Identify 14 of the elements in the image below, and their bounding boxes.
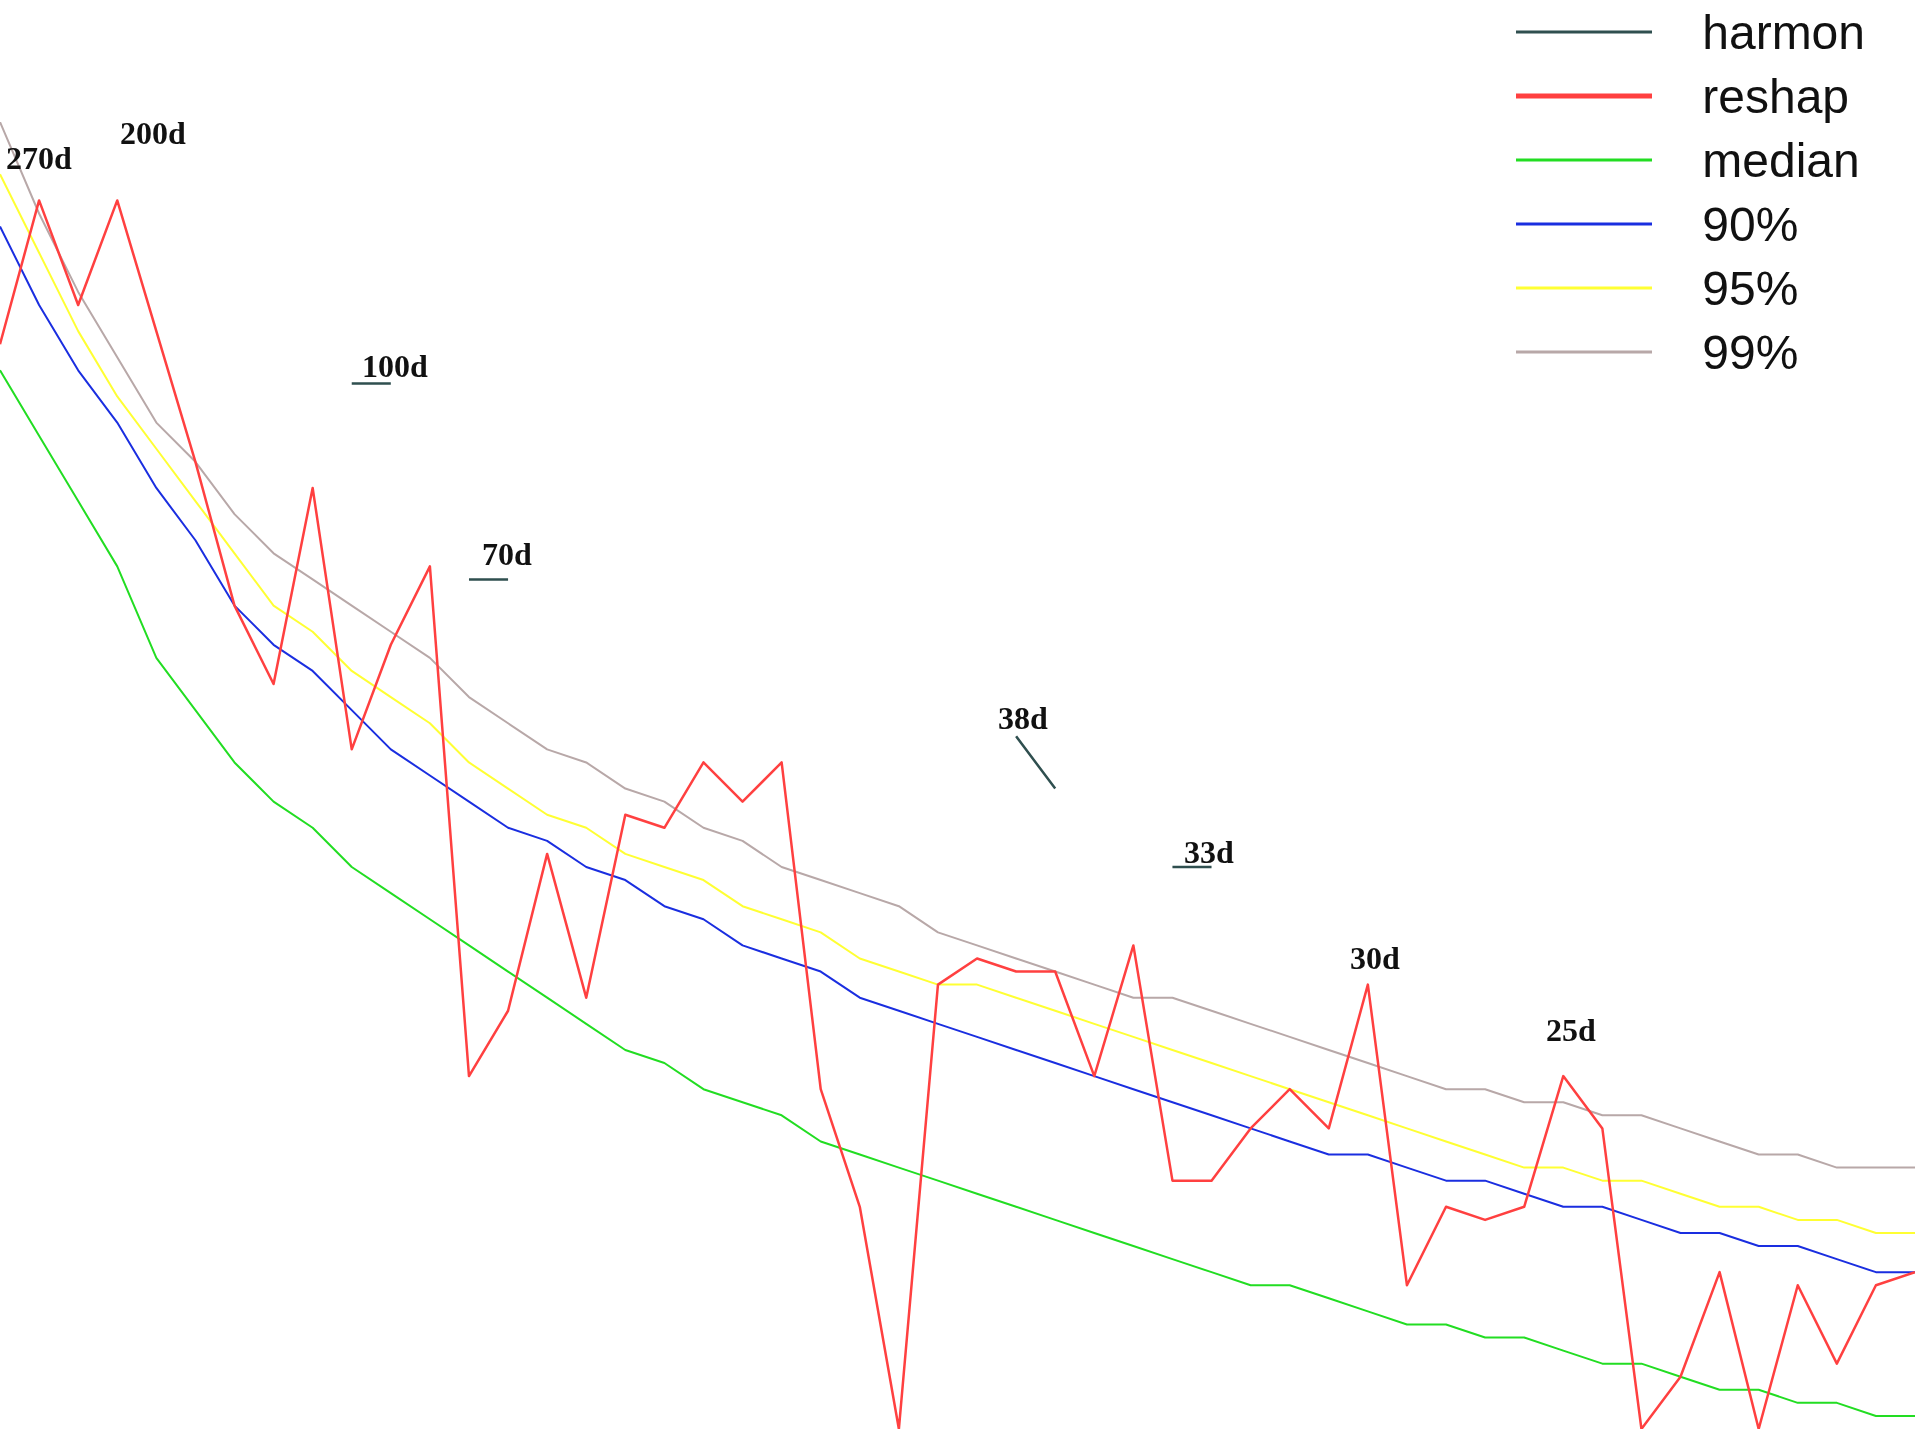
annotation: 100d — [362, 348, 428, 385]
annotation: 30d — [1350, 940, 1400, 977]
annotation: 38d — [998, 700, 1048, 737]
annotation: 33d — [1184, 834, 1234, 871]
legend-label: 95% — [1702, 260, 1799, 316]
annotation: 270d — [6, 140, 72, 177]
legend-label: reshap — [1702, 68, 1850, 124]
annotation: 25d — [1546, 1012, 1596, 1049]
legend-label: harmon — [1702, 4, 1865, 60]
legend-label: 99% — [1702, 324, 1799, 380]
legend-label: median — [1702, 132, 1860, 188]
legend-label: 90% — [1702, 196, 1799, 252]
annotation: 200d — [120, 115, 186, 152]
annotation: 70d — [482, 536, 532, 573]
